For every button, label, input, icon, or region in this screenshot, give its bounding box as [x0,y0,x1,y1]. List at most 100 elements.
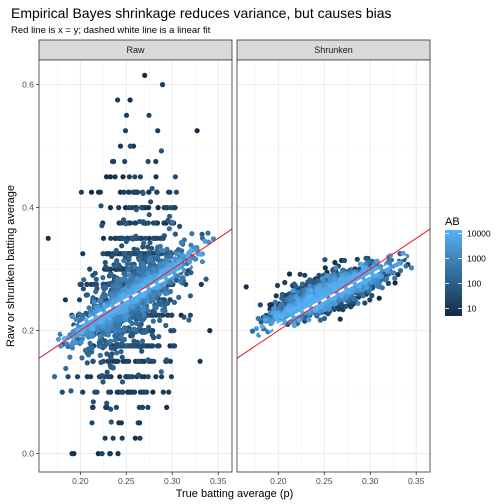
point [137,174,143,180]
point [113,358,119,364]
point [332,259,338,266]
point [92,389,98,395]
point [173,189,179,195]
point [127,220,133,226]
point [108,419,114,425]
point [127,389,133,395]
point [115,97,121,103]
point [59,389,65,395]
point [62,297,68,303]
point [140,306,146,312]
point [115,343,121,349]
point [80,286,86,292]
point [113,263,119,269]
point [145,357,151,363]
point [121,217,127,223]
point [123,238,129,245]
point [115,451,121,457]
point [187,259,193,265]
point [107,174,113,180]
point [194,128,200,134]
point [90,295,96,301]
point [198,251,204,257]
point [87,309,94,315]
point [136,257,142,263]
point [395,271,401,278]
point [117,374,123,380]
point [166,226,172,232]
point [162,286,168,292]
point [105,332,111,338]
point [55,336,62,342]
point [187,293,193,299]
point [160,261,166,267]
point [152,304,158,310]
point [360,293,366,299]
point [110,435,116,441]
point [100,251,106,257]
point [172,174,178,180]
point [167,213,173,219]
point [64,341,70,347]
point [93,281,100,287]
point [89,332,95,338]
point [145,270,151,276]
point [146,250,152,256]
point [253,326,259,332]
strip-label-raw: Raw [126,45,145,55]
points-shrunken [243,250,415,338]
point [126,205,132,211]
point [70,339,76,345]
point [140,219,146,225]
point [384,276,390,282]
point [89,420,95,426]
point [149,185,155,192]
point [91,299,97,305]
point [78,189,84,195]
point [101,343,107,349]
point [102,259,108,266]
point [120,292,126,298]
point [119,435,125,441]
point [205,230,211,236]
point [119,389,125,395]
point [141,329,147,335]
point [164,404,170,410]
point [127,97,133,103]
point [333,265,339,271]
point [124,343,130,349]
point [95,189,102,195]
point [45,235,51,241]
point [364,284,370,291]
point [65,374,71,380]
point [153,158,159,165]
point [149,245,155,251]
point [101,302,107,308]
point [331,306,337,312]
point [163,322,169,329]
point [392,280,398,286]
point [168,374,174,380]
point [118,349,124,355]
point [118,235,124,241]
point [127,143,133,149]
point [68,388,74,394]
point [207,328,213,334]
point [282,279,288,286]
point [172,256,178,262]
point [136,315,142,321]
point [161,220,167,226]
point [103,174,110,180]
point [269,319,275,325]
point [76,311,82,317]
point [112,328,118,334]
point [326,302,332,308]
point [177,223,183,229]
point [156,334,162,340]
point [322,257,328,263]
point [136,404,142,410]
point [297,271,303,277]
point [146,212,152,218]
point [150,292,156,298]
point [348,304,354,310]
